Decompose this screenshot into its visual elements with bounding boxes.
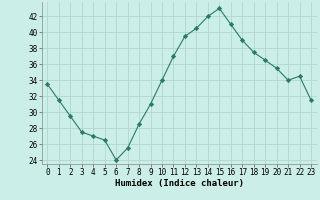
X-axis label: Humidex (Indice chaleur): Humidex (Indice chaleur) xyxy=(115,179,244,188)
